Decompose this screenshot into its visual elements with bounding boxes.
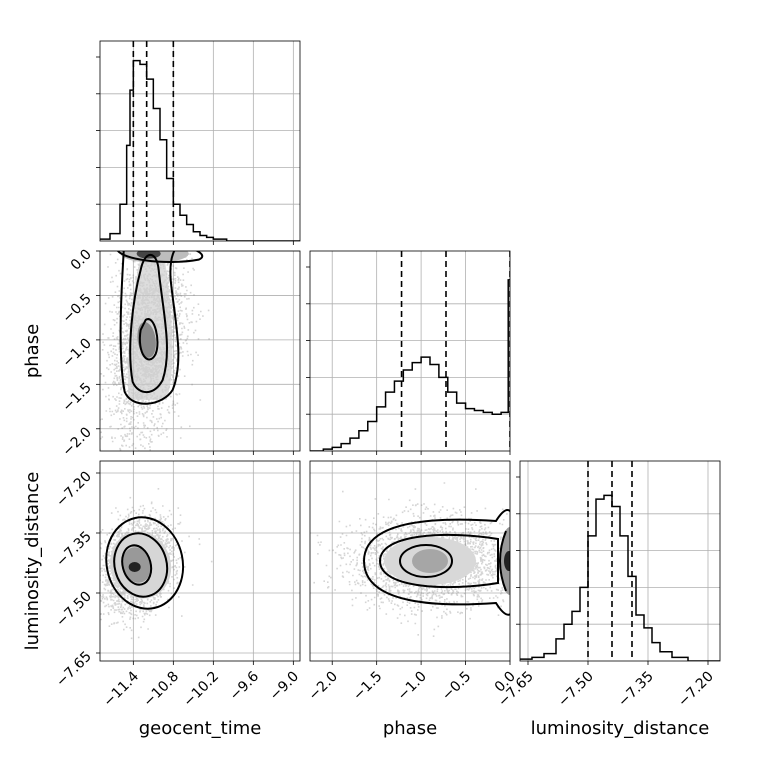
xlabel-geocent-time: geocent_time	[139, 718, 262, 739]
histogram-clip	[100, 41, 300, 241]
histogram-clip	[310, 251, 510, 451]
contour-outer	[105, 516, 185, 610]
contour-outer	[119, 251, 180, 405]
panel-hist-luminosity-distance	[516, 460, 721, 665]
x-tick-label: −1.0	[395, 669, 430, 704]
y-tick-label: −1.5	[59, 380, 94, 415]
y-tick-label: −2.0	[59, 424, 94, 459]
x-tick-label: −1.5	[350, 669, 385, 704]
y-tick-label: −1.0	[59, 335, 94, 370]
histogram-step	[310, 279, 510, 451]
xlabel-phase: phase	[383, 718, 437, 739]
axes-frame	[99, 250, 301, 452]
axes-frame	[309, 250, 511, 452]
x-tick-label: −10.2	[181, 669, 223, 711]
axes-frame	[309, 460, 511, 662]
contour-outer	[362, 509, 510, 616]
histogram-step	[520, 494, 720, 661]
contour-edge	[499, 530, 507, 592]
panel-distance-vs-phase	[309, 460, 511, 665]
contour-middle	[378, 533, 499, 589]
panel-phase-vs-geocent-time	[96, 250, 301, 455]
x-tick-label: −10.8	[141, 669, 183, 711]
ylabel-phase: phase	[22, 324, 43, 378]
contour-middle	[129, 253, 168, 394]
y-tick-label: −7.20	[53, 469, 95, 511]
scatter-clip	[313, 482, 510, 637]
x-tick-label: −9.0	[267, 669, 302, 704]
contour-inner	[399, 544, 453, 578]
x-tick-label: −7.50	[555, 669, 597, 711]
axes-frame	[99, 40, 301, 242]
axes-frame	[99, 460, 301, 662]
x-tick-label: −7.20	[675, 669, 717, 711]
y-tick-label: 0.0	[68, 247, 95, 274]
x-tick-label: −7.35	[615, 669, 657, 711]
histogram-step	[100, 59, 300, 241]
density-core	[137, 322, 156, 358]
x-tick-label: −9.6	[227, 668, 262, 703]
histogram-clip	[520, 461, 720, 661]
x-tick-label: −11.4	[101, 668, 143, 710]
x-tick-label: −0.5	[439, 669, 474, 704]
density-mid	[412, 549, 448, 573]
scatter-clip	[100, 488, 213, 640]
contour-inner	[138, 318, 159, 361]
panel-hist-geocent-time	[96, 40, 301, 245]
axes-frame	[519, 460, 721, 662]
contour-middle	[113, 532, 169, 598]
contour-band	[116, 251, 204, 263]
y-tick-label: −7.35	[53, 529, 95, 571]
scatter-clip	[100, 251, 210, 451]
density-edge-core	[504, 551, 510, 571]
density-core	[128, 562, 141, 572]
density-band-core	[136, 251, 161, 259]
xlabel-luminosity-distance: luminosity_distance	[531, 718, 710, 739]
panel-hist-phase	[306, 250, 511, 455]
y-tick-label: −0.5	[59, 291, 94, 326]
ylabel-luminosity-distance: luminosity_distance	[22, 472, 43, 651]
panel-distance-vs-geocent-time	[96, 460, 301, 665]
contour-inner	[121, 544, 153, 586]
y-tick-label: −7.65	[53, 649, 95, 691]
y-tick-label: −7.50	[53, 589, 95, 631]
x-tick-label: −2.0	[306, 669, 341, 704]
